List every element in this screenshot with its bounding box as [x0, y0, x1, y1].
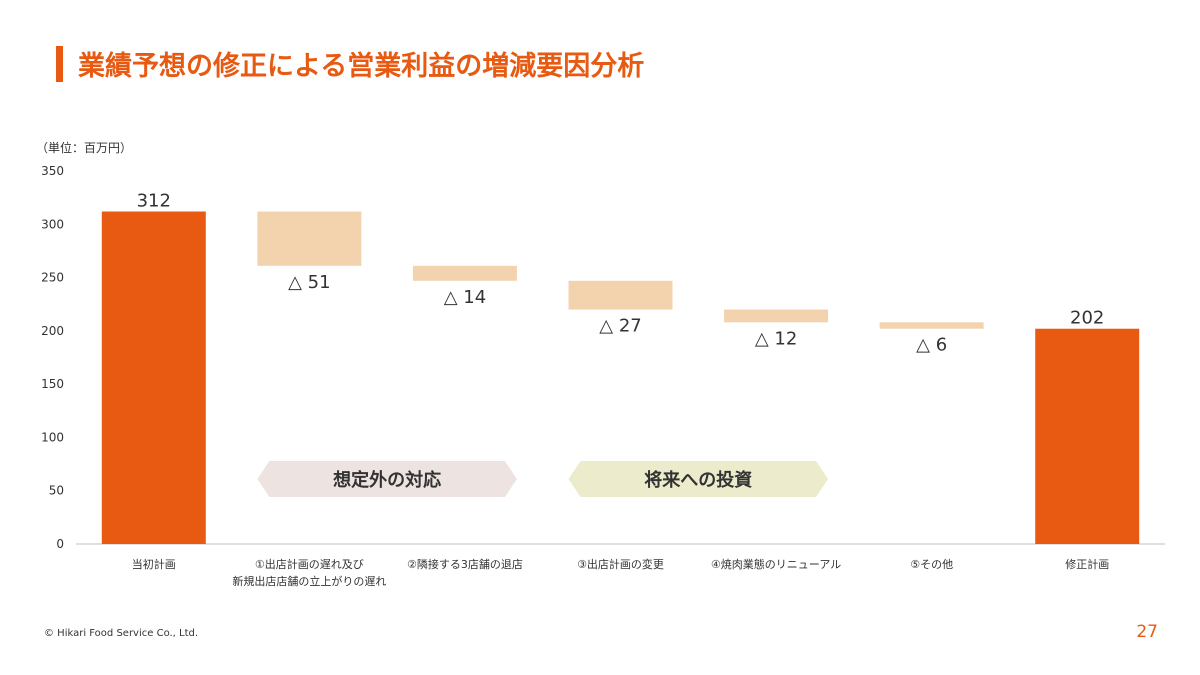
- x-category-label: 新規出店店舗の立上がりの遅れ: [232, 574, 386, 588]
- page-title: 業績予想の修正による営業利益の増減要因分析: [78, 51, 645, 82]
- x-category-label: ①出店計画の遅れ及び: [255, 557, 364, 571]
- group-banner: [568, 460, 829, 497]
- y-tick-label: 250: [41, 271, 64, 285]
- group-banner: [257, 460, 517, 497]
- delta-bar: [879, 322, 984, 329]
- group-banner-label: 将来への投資: [644, 469, 752, 491]
- y-tick-label: 0: [56, 537, 64, 551]
- x-category-label: ⑤その他: [910, 558, 953, 571]
- data-label: 312: [137, 190, 171, 211]
- page-number: 27: [1136, 622, 1158, 642]
- x-category-label: ④焼肉業態のリニューアル: [711, 557, 841, 571]
- delta-bar: [412, 265, 517, 281]
- y-tick-label: 50: [49, 484, 64, 498]
- data-label: △ 51: [288, 272, 330, 293]
- y-tick-label: 200: [41, 324, 64, 338]
- x-category-label: 当初計画: [132, 557, 176, 571]
- copyright: © Hikari Food Service Co., Ltd.: [44, 628, 199, 639]
- total-bar: [101, 211, 206, 545]
- x-category-label: ③出店計画の変更: [577, 557, 664, 571]
- title-accent-bar: [56, 46, 63, 82]
- unit-label: （単位：百万円）: [36, 141, 133, 155]
- data-label: △ 12: [755, 328, 797, 349]
- data-label: △ 27: [599, 316, 641, 337]
- delta-bar: [568, 280, 673, 310]
- data-label: △ 14: [444, 287, 486, 308]
- data-label: △ 6: [916, 335, 947, 356]
- waterfall-chart: 0 50 100 150 200 250 300 350 想定外の対応 将来への投資 312 △ 51…: [41, 164, 1165, 588]
- y-tick-label: 150: [41, 377, 64, 391]
- y-tick-label: 100: [41, 430, 64, 444]
- y-tick-label: 350: [41, 164, 64, 178]
- total-bar: [1035, 328, 1140, 544]
- x-category-label: 修正計画: [1065, 557, 1109, 571]
- x-category-label: ②隣接する3店舗の退店: [407, 557, 523, 571]
- delta-bar: [257, 211, 362, 266]
- y-tick-label: 300: [41, 217, 64, 231]
- delta-bar: [724, 309, 829, 323]
- data-label: 202: [1070, 308, 1104, 329]
- group-banner-label: 想定外の対応: [333, 469, 441, 491]
